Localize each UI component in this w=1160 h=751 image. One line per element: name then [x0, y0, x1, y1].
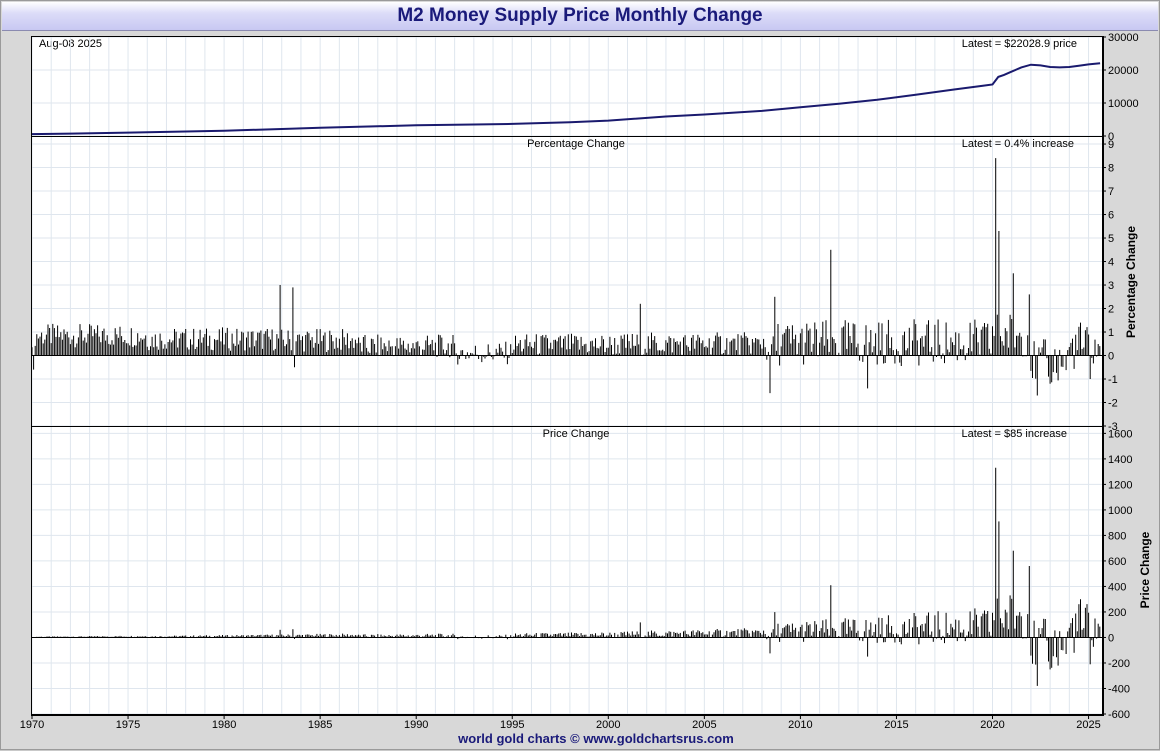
price-change-ylabel: Price Change: [1138, 531, 1152, 608]
chart-title: M2 Money Supply Price Monthly Change: [397, 5, 763, 26]
y-tick-label: -600: [1108, 709, 1130, 721]
y-tick-label: 7: [1108, 186, 1114, 198]
y-tick-label: 20000: [1108, 65, 1139, 77]
y-tick-label: 8: [1108, 163, 1114, 175]
x-tick-label: 1990: [404, 719, 428, 731]
x-tick-label: 1980: [212, 719, 236, 731]
y-tick-label: 1200: [1108, 479, 1132, 491]
percentage-annotation: Latest = 0.4% increase: [962, 138, 1074, 150]
y-tick-label: 1: [1108, 327, 1114, 339]
plot-area: [31, 36, 1104, 716]
y-tick-label: 1600: [1108, 428, 1132, 440]
y-tick-label: 600: [1108, 556, 1126, 568]
y-tick-label: -1: [1108, 374, 1118, 386]
y-tick-label: 0: [1108, 131, 1114, 143]
plot-border: [31, 36, 1103, 715]
x-tick-label: 2015: [884, 719, 908, 731]
price-line: [31, 62, 1101, 136]
x-tick-label: 2005: [692, 719, 716, 731]
y-tick-label: 1000: [1108, 505, 1132, 517]
price-annotation: Latest = $22028.9 price: [962, 38, 1077, 50]
y-tick-label: -3: [1108, 421, 1118, 433]
y-tick-label: 0: [1108, 632, 1114, 644]
x-tick-label: 1970: [20, 719, 44, 731]
y-tick-label: 6: [1108, 210, 1114, 222]
x-tick-label: 2000: [596, 719, 620, 731]
footer-credit: world gold charts © www.goldchartsrus.co…: [458, 731, 734, 746]
y-tick-label: 3: [1108, 280, 1114, 292]
x-tick-label: 1985: [308, 719, 332, 731]
title-bar: M2 Money Supply Price Monthly Change: [2, 2, 1158, 31]
x-tick-label: 2010: [788, 719, 812, 731]
percentage-ylabel: Percentage Change: [1124, 226, 1138, 338]
price-change-annotation: Latest = $85 increase: [962, 428, 1068, 440]
y-tick-label: 400: [1108, 581, 1126, 593]
y-tick-label: 1400: [1108, 454, 1132, 466]
y-tick-label: 9: [1108, 139, 1114, 151]
x-tick-label: 2025: [1076, 719, 1100, 731]
x-tick-label: 2020: [980, 719, 1004, 731]
y-tick-label: 5: [1108, 233, 1114, 245]
y-tick-label: -2: [1108, 398, 1118, 410]
y-tick-label: -400: [1108, 683, 1130, 695]
y-tick-label: 10000: [1108, 98, 1139, 110]
y-tick-label: 800: [1108, 530, 1126, 542]
y-tick-label: 2: [1108, 304, 1114, 316]
y-tick-label: -200: [1108, 658, 1130, 670]
x-tick-label: 1975: [116, 719, 140, 731]
x-tick-label: 1995: [500, 719, 524, 731]
y-tick-label: 30000: [1108, 32, 1139, 44]
y-tick-label: 200: [1108, 607, 1126, 619]
percentage-panel-title: Percentage Change: [527, 138, 625, 150]
y-tick-label: 0: [1108, 351, 1114, 363]
price-change-panel-title: Price Change: [543, 428, 610, 440]
y-tick-label: 4: [1108, 257, 1114, 269]
